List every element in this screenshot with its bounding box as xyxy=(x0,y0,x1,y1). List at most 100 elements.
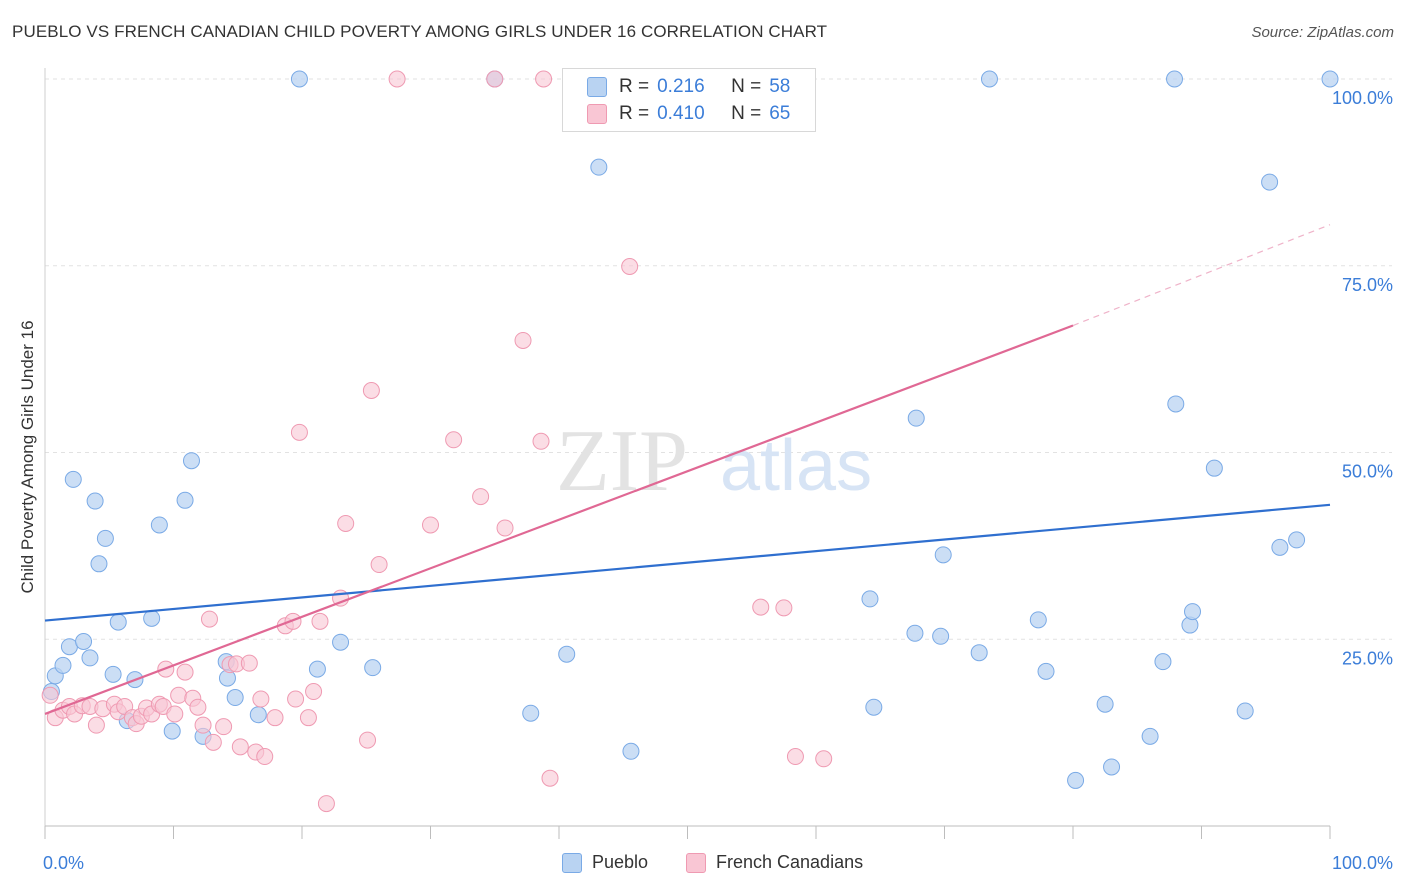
legend-r-label: R = xyxy=(619,103,650,124)
french-point xyxy=(290,423,308,441)
french-point xyxy=(215,718,233,736)
bottom-legend-pueblo: Pueblo xyxy=(562,852,648,873)
french-point xyxy=(317,795,335,813)
french-trend-extension xyxy=(1072,224,1331,327)
pueblo-point xyxy=(1141,727,1159,745)
pueblo-point xyxy=(182,452,200,470)
french-point xyxy=(189,698,207,716)
french-point xyxy=(362,381,380,399)
watermark-atlas: atlas xyxy=(720,426,872,506)
french-points xyxy=(41,70,833,813)
french-point xyxy=(532,432,550,450)
pueblo-point xyxy=(308,660,326,678)
pueblo-point xyxy=(104,665,122,683)
legend-row-french: R = 0.410 N = 65 xyxy=(587,102,790,126)
legend-n-label: N = xyxy=(731,103,762,124)
french-point xyxy=(41,686,59,704)
pueblo-point xyxy=(163,722,181,740)
french-point xyxy=(514,331,532,349)
french-point xyxy=(775,599,793,617)
pueblo-point xyxy=(109,613,127,631)
french-point xyxy=(87,716,105,734)
french-swatch xyxy=(587,104,607,124)
pueblo-point xyxy=(865,698,883,716)
bottom-legend: Pueblo French Canadians xyxy=(0,852,1406,878)
legend-n-label: N = xyxy=(731,76,762,97)
pueblo-point xyxy=(332,633,350,651)
pueblo-point xyxy=(1067,771,1085,789)
french-point xyxy=(535,70,553,88)
pueblo-point xyxy=(1236,702,1254,720)
pueblo-swatch xyxy=(587,77,607,97)
pueblo-point xyxy=(1103,758,1121,776)
pueblo-point xyxy=(176,491,194,509)
y-tick-label: 75.0% xyxy=(1342,275,1393,295)
french-point xyxy=(815,750,833,768)
pueblo-swatch xyxy=(562,852,582,873)
french-point xyxy=(359,731,377,749)
french-point xyxy=(200,610,218,628)
legend-r-value: 0.216 xyxy=(657,76,705,97)
french-point xyxy=(231,738,249,756)
pueblo-point xyxy=(906,624,924,642)
pueblo-point xyxy=(1037,662,1055,680)
bottom-legend-pueblo-label: Pueblo xyxy=(592,852,649,872)
french-point xyxy=(472,488,490,506)
pueblo-point xyxy=(150,516,168,534)
french-point xyxy=(266,709,284,727)
legend-row-pueblo: R = 0.216 N = 58 xyxy=(587,75,790,99)
french-point xyxy=(204,733,222,751)
french-point xyxy=(445,431,463,449)
pueblo-point xyxy=(522,704,540,722)
french-swatch xyxy=(686,852,706,873)
legend-r-label: R = xyxy=(619,76,650,97)
french-point xyxy=(337,514,355,532)
french-point xyxy=(486,70,504,88)
french-point xyxy=(299,709,317,727)
pueblo-point xyxy=(75,632,93,650)
french-point xyxy=(256,748,274,766)
french-point xyxy=(170,686,188,704)
pueblo-point xyxy=(90,555,108,573)
pueblo-point xyxy=(590,158,608,176)
pueblo-trend-line xyxy=(44,503,1331,622)
pueblo-point xyxy=(81,649,99,667)
pueblo-point xyxy=(1029,611,1047,629)
pueblo-point xyxy=(54,656,72,674)
legend-box: R = 0.216 N = 58 R = 0.410 N = 65 xyxy=(562,68,816,132)
pueblo-point xyxy=(1321,70,1339,88)
pueblo-point xyxy=(364,659,382,677)
pueblo-point xyxy=(290,70,308,88)
french-point xyxy=(786,748,804,766)
pueblo-point xyxy=(861,590,879,608)
chart-title: PUEBLO VS FRENCH CANADIAN CHILD POVERTY … xyxy=(12,22,828,41)
french-point xyxy=(305,683,323,701)
pueblo-point xyxy=(1167,395,1185,413)
french-point xyxy=(166,705,184,723)
pueblo-point xyxy=(980,70,998,88)
pueblo-point xyxy=(558,645,576,663)
pueblo-point xyxy=(970,644,988,662)
pueblo-point xyxy=(1166,70,1184,88)
pueblo-point xyxy=(934,546,952,564)
pueblo-point xyxy=(249,706,267,724)
bottom-legend-french: French Canadians xyxy=(686,852,863,873)
pueblo-point xyxy=(1271,538,1289,556)
pueblo-point xyxy=(1184,603,1202,621)
legend-n-value: 58 xyxy=(769,76,791,97)
pueblo-point xyxy=(86,492,104,510)
pueblo-point xyxy=(1261,173,1279,191)
french-point xyxy=(176,663,194,681)
grid-lines xyxy=(45,78,1392,640)
french-trend-line xyxy=(44,324,1074,715)
french-point xyxy=(311,612,329,630)
tick-labels: 25.0% 50.0% 75.0% 100.0% 0.0% 100.0% xyxy=(43,88,1393,873)
pueblo-point xyxy=(1205,459,1223,477)
pueblo-point xyxy=(64,470,82,488)
bottom-legend-french-label: French Canadians xyxy=(716,852,864,872)
french-point xyxy=(752,598,770,616)
french-point xyxy=(287,690,305,708)
watermark-zip: ZIP xyxy=(556,413,688,510)
french-point xyxy=(240,654,258,672)
